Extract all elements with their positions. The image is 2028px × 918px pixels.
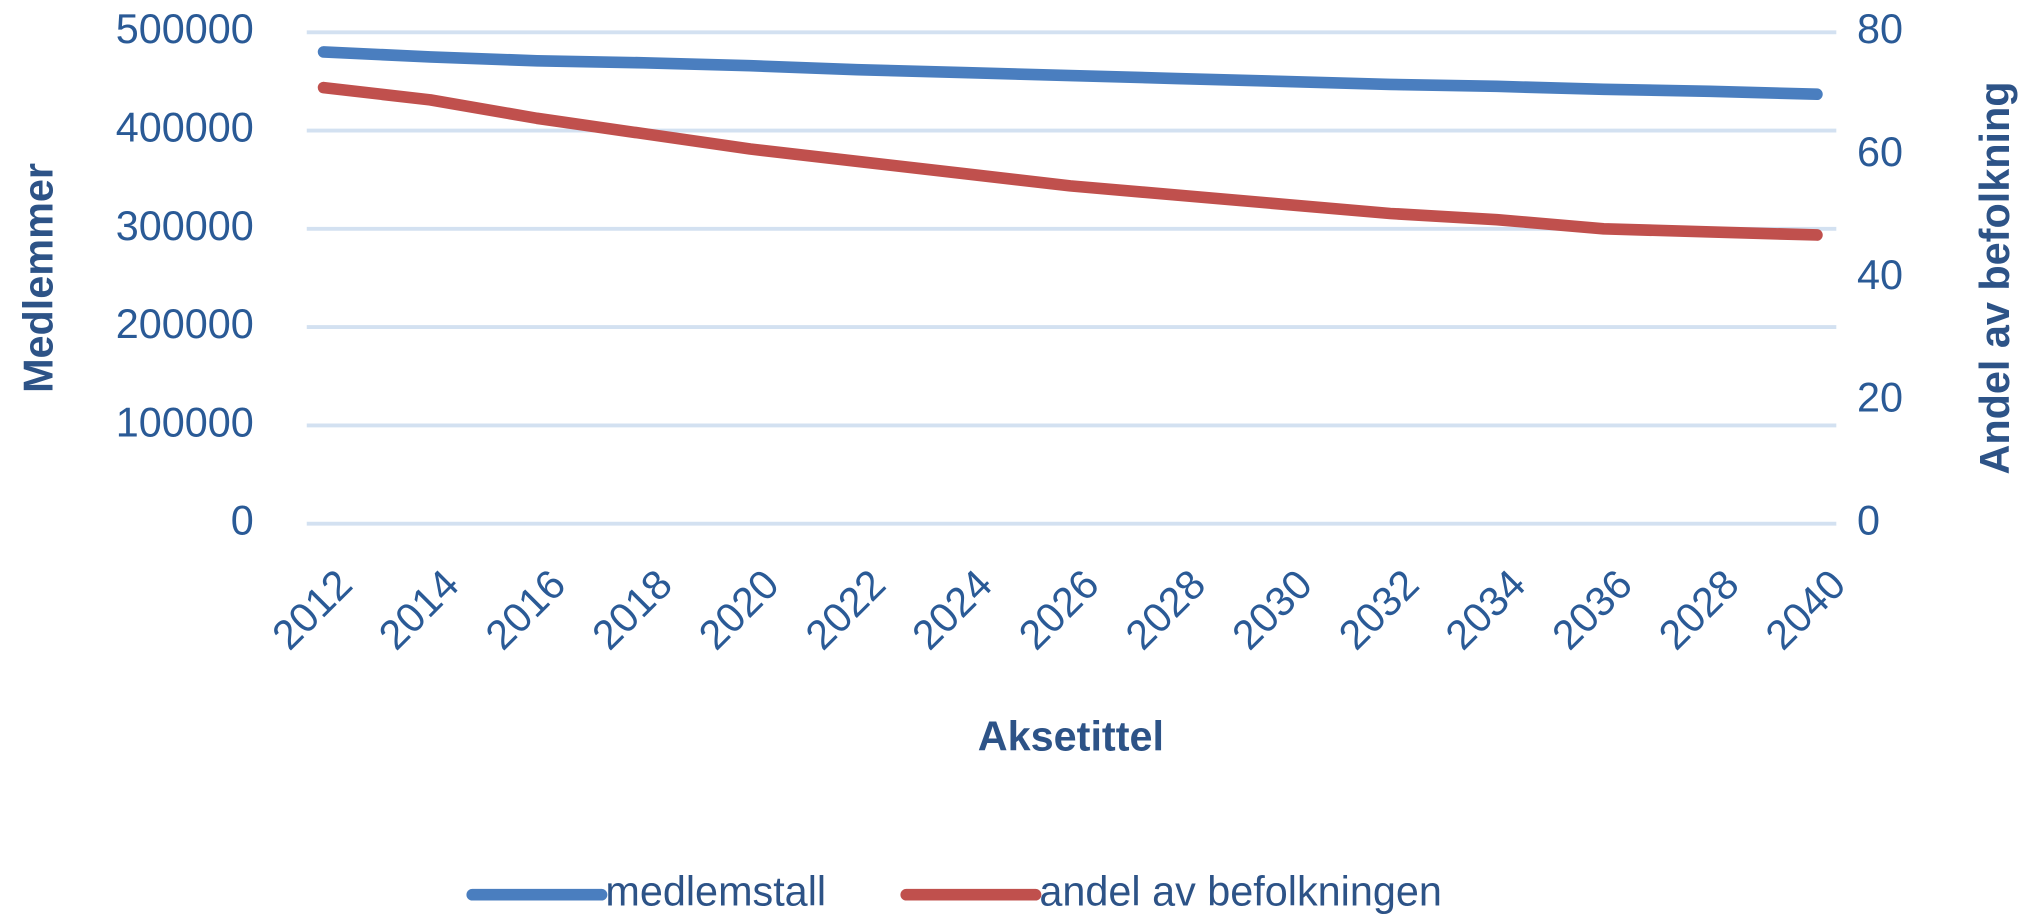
y2-tick-label: 40	[1857, 252, 1903, 298]
x-tick-label: 2028	[1650, 561, 1748, 659]
y2-tick-label: 80	[1857, 6, 1903, 52]
y-tick-label: 0	[231, 498, 254, 544]
y-tick-label: 300000	[116, 203, 254, 249]
x-tick-label: 2028	[1117, 561, 1215, 659]
y-tick-label: 200000	[116, 301, 254, 347]
line-series	[317, 81, 1823, 241]
legend-label: medlemstall	[605, 869, 826, 915]
y-tick-label: 400000	[116, 105, 254, 151]
x-tick-label: 2034	[1437, 561, 1535, 659]
line-series	[317, 46, 1823, 101]
x-tick-label: 2036	[1543, 561, 1641, 659]
y2-tick-label: 20	[1857, 375, 1903, 421]
x-tick-label: 2016	[477, 561, 575, 659]
x-tick-label: 2040	[1757, 561, 1855, 659]
x-tick-label: 2012	[263, 561, 361, 659]
x-tick-label: 2030	[1223, 561, 1321, 659]
y2-tick-label: 60	[1857, 129, 1903, 175]
x-tick-label: 2026	[1010, 561, 1108, 659]
y-tick-label: 100000	[116, 399, 254, 445]
y-axis-title: Medlemmer	[16, 163, 62, 393]
x-tick-label: 2014	[370, 561, 468, 659]
x-tick-label: 2032	[1330, 561, 1428, 659]
y2-tick-label: 0	[1857, 498, 1880, 544]
x-tick-label: 2020	[690, 561, 788, 659]
legend-label: andel av befolkningen	[1039, 869, 1441, 915]
x-tick-label: 2022	[797, 561, 895, 659]
y2-axis-title: Andel av befolkning	[1972, 82, 2018, 475]
x-axis-title: Aksetittel	[978, 713, 1164, 759]
y-tick-label: 500000	[116, 6, 254, 52]
x-tick-label: 2024	[903, 561, 1001, 659]
x-tick-label: 2018	[583, 561, 681, 659]
